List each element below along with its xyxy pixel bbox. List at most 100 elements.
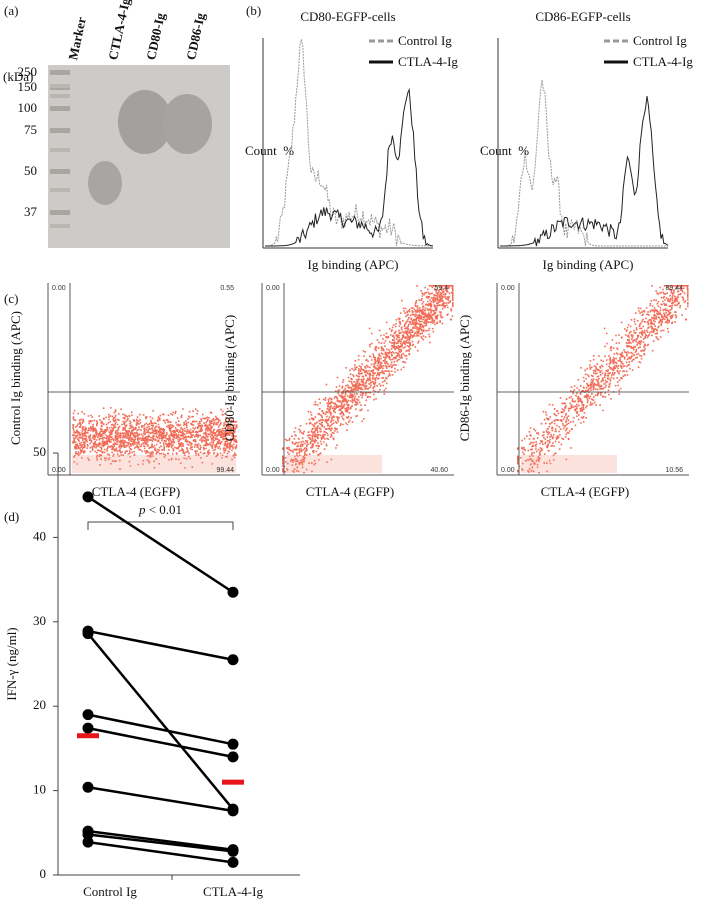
- marker-label: 75: [24, 122, 37, 137]
- dot: [82, 722, 94, 734]
- quadrant-value: 0.00: [501, 285, 515, 292]
- axis-label: CD80-Ig binding (APC): [222, 315, 237, 441]
- median-bar: [77, 733, 99, 739]
- axis-label: Count %: [480, 143, 529, 158]
- y-axis-label: IFN-γ (ng/ml): [4, 627, 19, 700]
- axis-label: CTLA-4 (EGFP): [541, 484, 629, 499]
- annotation: p < 0.01: [138, 502, 182, 517]
- marker-label: 50: [24, 163, 37, 178]
- dot: [227, 845, 239, 857]
- pair-line: [87, 495, 234, 594]
- dot: [227, 654, 239, 666]
- panel-label: (b): [246, 3, 261, 18]
- dot: [227, 856, 239, 868]
- marker-band: [50, 106, 70, 111]
- marker-label: 37: [24, 204, 38, 219]
- annotation-text: < 0.01: [149, 502, 182, 517]
- axis-label: Ig binding (APC): [308, 257, 399, 272]
- legend-label: CTLA-4-Ig: [398, 54, 458, 69]
- axis-label: CTLA-4 (EGFP): [92, 484, 180, 499]
- y-tick-label: 20: [33, 697, 46, 712]
- marker-band: [50, 70, 70, 75]
- lane-label: CTLA-4-Ig: [105, 0, 133, 61]
- dot: [82, 709, 94, 721]
- quadrant-value: 0.55: [220, 285, 234, 292]
- quadrant-value: 10.56: [665, 467, 683, 474]
- axis-label: Control Ig binding (APC): [8, 311, 23, 445]
- pair-line: [87, 833, 234, 853]
- pair-line: [87, 629, 234, 662]
- dot: [82, 491, 94, 503]
- annotation-italic: p: [138, 502, 146, 517]
- quadrant-value: 40.60: [430, 467, 448, 474]
- dot: [227, 751, 239, 763]
- scatter-plot: [282, 285, 454, 474]
- scatter-plot: [517, 285, 689, 474]
- quadrant-value: 0.00: [501, 467, 515, 474]
- scatter-cloud: [72, 407, 238, 470]
- pair-line: [87, 713, 234, 746]
- quadrant-value: 59.4: [434, 285, 448, 292]
- dot: [82, 781, 94, 793]
- pair-line: [87, 726, 234, 759]
- lane-label: CD80-Ig: [143, 11, 168, 61]
- dot: [227, 805, 239, 817]
- axis-label: Ig binding (APC): [543, 257, 634, 272]
- histogram-curve: [500, 96, 669, 247]
- marker-band: [50, 188, 70, 192]
- protein-band: [162, 94, 212, 154]
- quadrant-value: 0.00: [266, 285, 280, 292]
- marker-band: [50, 94, 70, 98]
- scatter-cloud: [517, 285, 689, 474]
- y-tick-label: 0: [40, 866, 47, 881]
- dot: [227, 738, 239, 750]
- unit-label: (kDa): [3, 69, 33, 84]
- marker-label: 150: [18, 79, 38, 94]
- hist-title: CD86-EGFP-cells: [535, 9, 630, 24]
- lane-label: Marker: [65, 16, 89, 62]
- median-bar: [222, 779, 244, 785]
- panel-label: (a): [4, 3, 18, 18]
- axis-label: CTLA-4 (EGFP): [306, 484, 394, 499]
- pair-line: [87, 785, 234, 813]
- y-tick-label: 30: [33, 613, 46, 628]
- quadrant-value: 99.44: [216, 467, 234, 474]
- x-tick-label: Control Ig: [83, 884, 137, 899]
- legend-label: CTLA-4-Ig: [633, 54, 693, 69]
- dot: [82, 628, 94, 640]
- marker-label: 250: [18, 64, 38, 79]
- histogram-curve: [265, 87, 434, 247]
- quadrant-value: 0.00: [266, 467, 280, 474]
- dot: [82, 828, 94, 840]
- pair-line: [87, 829, 234, 851]
- marker-band: [50, 210, 70, 215]
- marker-band: [50, 84, 70, 88]
- marker-band: [50, 148, 70, 152]
- legend-label: Control Ig: [633, 33, 687, 48]
- scatter-plot: [72, 407, 238, 473]
- axis-label: Count %: [245, 143, 294, 158]
- lane-label: CD86-Ig: [183, 11, 208, 61]
- panel-label: (d): [4, 509, 19, 524]
- histogram-curve: [500, 79, 668, 247]
- marker-band: [50, 169, 70, 174]
- hist-title: CD80-EGFP-cells: [300, 9, 395, 24]
- x-tick-label: CTLA-4-Ig: [203, 884, 263, 899]
- protein-band: [88, 161, 122, 205]
- protein-band: [118, 90, 172, 154]
- pair-line: [87, 840, 234, 864]
- histogram-curve: [264, 39, 433, 247]
- y-tick-label: 50: [33, 444, 46, 459]
- pair-line: [87, 632, 234, 810]
- dot: [82, 836, 94, 848]
- marker-band: [50, 128, 70, 133]
- legend-label: Control Ig: [398, 33, 452, 48]
- marker-label: 100: [18, 100, 38, 115]
- axis-label: CD86-Ig binding (APC): [457, 315, 472, 441]
- marker-band: [50, 224, 70, 228]
- y-tick-label: 40: [33, 528, 46, 543]
- quadrant-value: 0.00: [52, 285, 66, 292]
- quadrant-value: 0.00: [52, 467, 66, 474]
- scatter-cloud: [282, 285, 454, 474]
